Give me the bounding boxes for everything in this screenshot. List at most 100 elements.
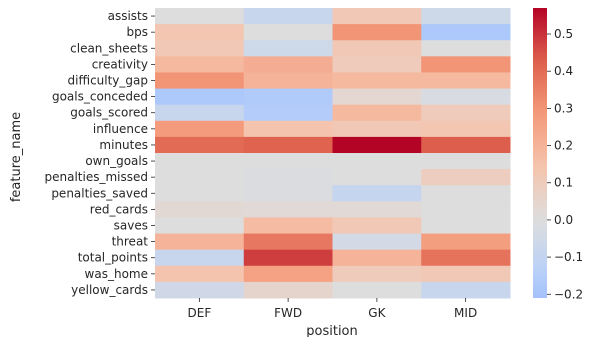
- heatmap-cell-red_cards-MID: [421, 201, 511, 218]
- row-label: goals_scored: [70, 106, 148, 120]
- heatmap-cell-influence-MID: [421, 120, 511, 138]
- heatmap-cell-influence-FWD: [243, 120, 333, 138]
- heatmap-cell-penalties_missed-FWD: [243, 169, 333, 186]
- heatmap-cell-creativity-MID: [421, 56, 511, 73]
- heatmap-cell-yellow_cards-MID: [421, 281, 511, 299]
- row-label: assists: [108, 9, 148, 23]
- heatmap-cell-creativity-GK: [332, 56, 422, 73]
- colorbar-tick-label: 0.5: [554, 27, 573, 41]
- heatmap-cell-yellow_cards-DEF: [155, 281, 245, 299]
- heatmap-cell-was_home-GK: [332, 265, 422, 283]
- heatmap-cell-assists-FWD: [243, 8, 333, 25]
- heatmap-cell-creativity-DEF: [155, 56, 245, 73]
- row-label: threat: [112, 235, 149, 249]
- heatmap-cell-total_points-MID: [421, 249, 511, 267]
- row-label: creativity: [92, 57, 148, 71]
- row-label: saves: [114, 219, 148, 233]
- colorbar-tick-label: −0.2: [554, 287, 583, 301]
- heatmap-cell-goals_conceded-MID: [421, 88, 511, 106]
- heatmap-cell-own_goals-MID: [421, 153, 511, 170]
- heatmap-cell-clean_sheets-GK: [332, 40, 422, 57]
- row-label: clean_sheets: [70, 41, 148, 55]
- colorbar-tick-label: 0.1: [554, 176, 573, 190]
- x-axis-label: position: [306, 324, 358, 337]
- y-axis-label: feature_name: [9, 112, 24, 202]
- heatmap-cell-goals_conceded-GK: [332, 88, 422, 106]
- column-label: FWD: [274, 306, 302, 320]
- row-label: total_points: [78, 251, 148, 265]
- heatmap-cell-threat-DEF: [155, 233, 245, 251]
- heatmap-cell-bps-GK: [332, 24, 422, 41]
- heatmap-cell-saves-MID: [421, 217, 511, 235]
- column-labels: DEF FWD GK MID: [188, 298, 477, 320]
- heatmap-cell-bps-DEF: [155, 24, 245, 41]
- row-label: own_goals: [85, 154, 148, 168]
- column-label: DEF: [188, 306, 212, 320]
- heatmap-cell-own_goals-FWD: [243, 153, 333, 170]
- heatmap-cell-goals_scored-FWD: [243, 104, 333, 122]
- colorbar: [533, 8, 547, 298]
- heatmap-cell-assists-GK: [332, 8, 422, 25]
- heatmap-cell-clean_sheets-DEF: [155, 40, 245, 57]
- heatmap-cell-threat-FWD: [243, 233, 333, 251]
- row-label: red_cards: [90, 202, 148, 216]
- heatmap-cell-minutes-FWD: [243, 136, 333, 154]
- row-label: minutes: [99, 138, 148, 152]
- row-label: difficulty_gap: [68, 74, 148, 88]
- heatmap-cell-red_cards-FWD: [243, 201, 333, 218]
- heatmap-cell-yellow_cards-FWD: [243, 281, 333, 299]
- heatmap-cell-penalties_saved-GK: [332, 185, 422, 202]
- heatmap-cell-creativity-FWD: [243, 56, 333, 73]
- row-labels: assists bps clean_sheets creativity difficul…: [45, 9, 155, 297]
- heatmap-cell-minutes-GK: [332, 136, 422, 154]
- heatmap-cell-minutes-DEF: [155, 136, 245, 154]
- heatmap-cell-goals_scored-GK: [332, 104, 422, 122]
- heatmap-cell-was_home-FWD: [243, 265, 333, 283]
- heatmap-cell-bps-MID: [421, 24, 511, 41]
- row-label: goals_conceded: [52, 90, 148, 104]
- colorbar-tick-label: 0.3: [554, 101, 573, 115]
- heatmap-cell-total_points-DEF: [155, 249, 245, 267]
- row-label: was_home: [85, 267, 148, 281]
- heatmap-cell-threat-MID: [421, 233, 511, 251]
- heatmap-cell-was_home-DEF: [155, 265, 245, 283]
- heatmap-cell-difficulty_gap-FWD: [243, 72, 333, 90]
- heatmap-cell-penalties_saved-MID: [421, 185, 511, 202]
- colorbar-ticks: −0.2 −0.1 0.0 0.1 0.2 0.3 0.4 0.5: [547, 27, 583, 301]
- heatmap-cell-difficulty_gap-MID: [421, 72, 511, 90]
- heatmap-cell-goals_conceded-DEF: [155, 88, 245, 106]
- heatmap-cell-assists-DEF: [155, 8, 245, 25]
- colorbar-tick-label: 0.4: [554, 64, 573, 78]
- heatmap-cell-penalties_missed-MID: [421, 169, 511, 186]
- colorbar-tick-label: 0.0: [554, 213, 573, 227]
- colorbar-tick-label: −0.1: [554, 250, 583, 264]
- heatmap-cell-influence-GK: [332, 120, 422, 138]
- heatmap-cell-red_cards-DEF: [155, 201, 245, 218]
- heatmap-cell-own_goals-GK: [332, 153, 422, 170]
- row-label: influence: [93, 122, 148, 136]
- column-label: GK: [368, 306, 386, 320]
- heatmap-cell-penalties_saved-DEF: [155, 185, 245, 202]
- colorbar-tick-label: 0.2: [554, 139, 573, 153]
- heatmap-cell-saves-FWD: [243, 217, 333, 235]
- heatmap-cell-saves-DEF: [155, 217, 245, 235]
- heatmap-cell-influence-DEF: [155, 120, 245, 138]
- heatmap-cell-red_cards-GK: [332, 201, 422, 218]
- heatmap-cell-clean_sheets-MID: [421, 40, 511, 57]
- heatmap-cell-difficulty_gap-GK: [332, 72, 422, 90]
- heatmap-cell-assists-MID: [421, 8, 511, 25]
- heatmap-cell-total_points-GK: [332, 249, 422, 267]
- heatmap-cell-saves-GK: [332, 217, 422, 235]
- row-label: yellow_cards: [71, 283, 148, 297]
- heatmap-cell-penalties_saved-FWD: [243, 185, 333, 202]
- heatmap-cells: [155, 8, 511, 299]
- heatmap-cell-total_points-FWD: [243, 249, 333, 267]
- row-label: bps: [127, 25, 149, 39]
- heatmap-cell-goals_scored-MID: [421, 104, 511, 122]
- heatmap-cell-goals_scored-DEF: [155, 104, 245, 122]
- heatmap-cell-threat-GK: [332, 233, 422, 251]
- column-label: MID: [454, 306, 477, 320]
- row-label: penalties_missed: [45, 170, 149, 184]
- row-label: penalties_saved: [51, 186, 148, 200]
